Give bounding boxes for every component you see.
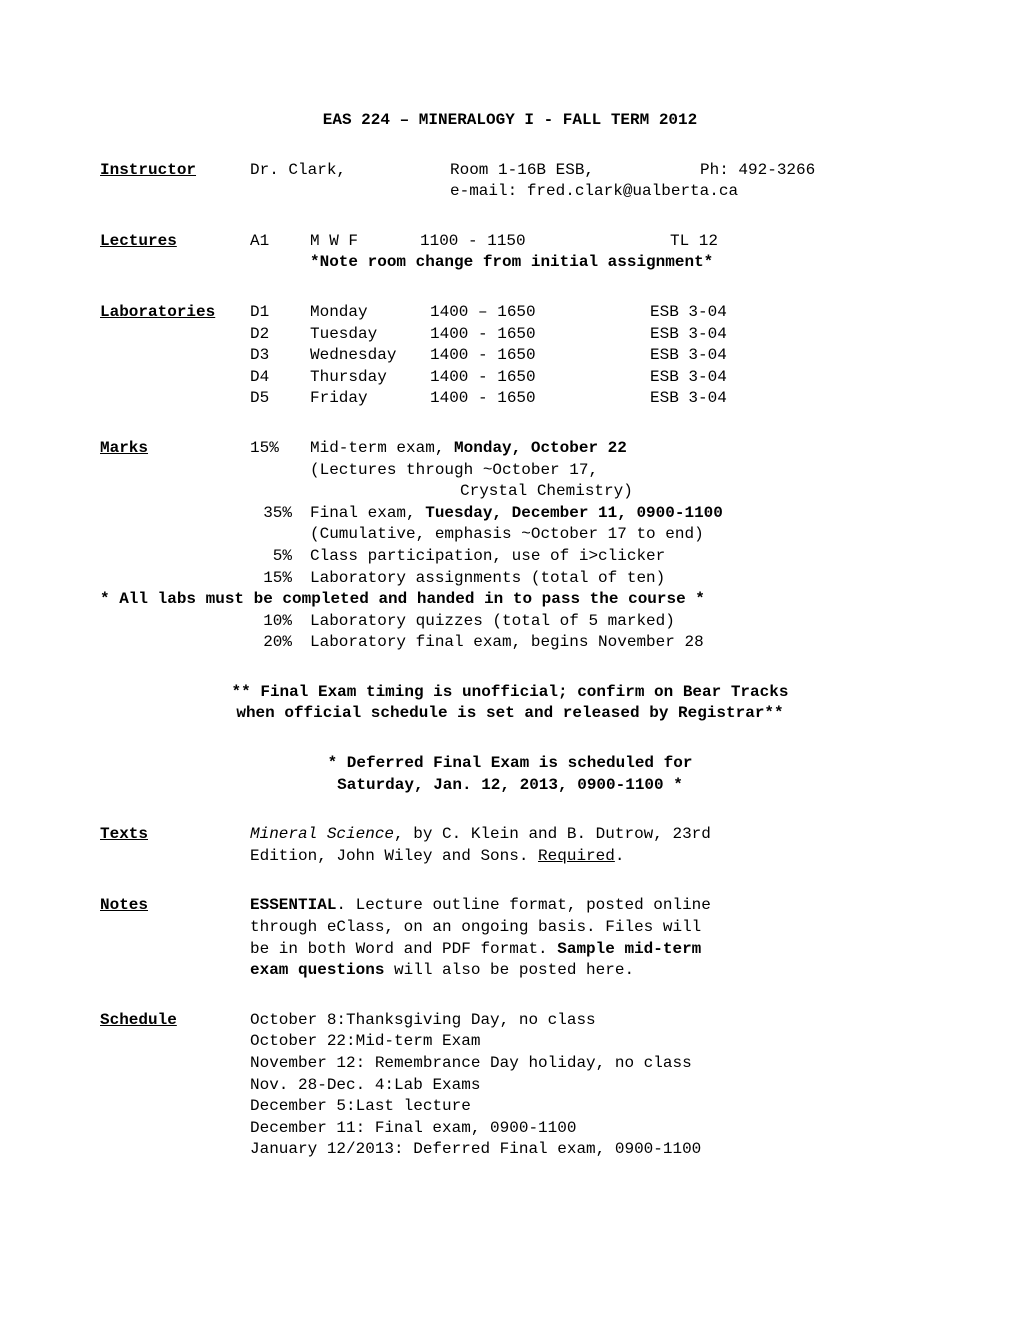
- lab-room: ESB 3-04: [650, 388, 920, 410]
- schedule-row: Nov. 28-Dec. 4:Lab Exams: [250, 1075, 920, 1097]
- lab-sec: D1: [250, 302, 310, 324]
- lectures-room: TL 12: [670, 231, 920, 253]
- schedule-content: October 8:Thanksgiving Day, no class Oct…: [250, 1010, 920, 1161]
- mark-text: Mid-term exam, Monday, October 22: [310, 438, 920, 460]
- deferred-exam-note: * Deferred Final Exam is scheduled for S…: [100, 753, 920, 796]
- mark-item: 35% Final exam, Tuesday, December 11, 09…: [100, 503, 920, 525]
- lab-day: Monday: [310, 302, 430, 324]
- lab-room: ESB 3-04: [650, 345, 920, 367]
- text-title: Mineral Science: [250, 825, 394, 843]
- instructor-phone: Ph: 492-3266: [700, 160, 920, 182]
- instructor-content: Dr. Clark, Room 1-16B ESB, Ph: 492-3266 …: [250, 160, 920, 203]
- lectures-days: M W F: [310, 231, 420, 253]
- instructor-room: Room 1-16B ESB,: [450, 160, 700, 182]
- mark-item: 5% Class participation, use of i>clicker: [100, 546, 920, 568]
- lab-time: 1400 - 1650: [430, 367, 650, 389]
- labs-required-note: * All labs must be completed and handed …: [100, 589, 920, 611]
- texts-label: Texts: [100, 824, 250, 846]
- schedule-label: Schedule: [100, 1010, 250, 1032]
- lab-time: 1400 - 1650: [430, 388, 650, 410]
- lab-room: ESB 3-04: [650, 367, 920, 389]
- lab-day: Thursday: [310, 367, 430, 389]
- mark-text: Laboratory final exam, begins November 2…: [310, 632, 920, 654]
- mark-text: Laboratory quizzes (total of 5 marked): [310, 611, 920, 633]
- final-exam-note: ** Final Exam timing is unofficial; conf…: [100, 682, 920, 725]
- notes-label: Notes: [100, 895, 250, 917]
- mark-item: 20% Laboratory final exam, begins Novemb…: [100, 632, 920, 654]
- mark-subline: (Lectures through ~October 17,: [100, 460, 920, 482]
- marks-section: Marks 15% Mid-term exam, Monday, October…: [100, 438, 920, 654]
- lab-row: D5 Friday 1400 - 1650 ESB 3-04: [100, 388, 920, 410]
- lab-time: 1400 - 1650: [430, 324, 650, 346]
- schedule-row: October 8:Thanksgiving Day, no class: [250, 1010, 920, 1032]
- lectures-content: A1 M W F 1100 - 1150 TL 12: [250, 231, 920, 253]
- lab-sec: D3: [250, 345, 310, 367]
- laboratories-section: Laboratories D1 Monday 1400 – 1650 ESB 3…: [100, 302, 920, 410]
- lectures-label: Lectures: [100, 231, 250, 253]
- lab-sec: D4: [250, 367, 310, 389]
- lab-day: Tuesday: [310, 324, 430, 346]
- lab-row: D3 Wednesday 1400 - 1650 ESB 3-04: [100, 345, 920, 367]
- instructor-label: Instructor: [100, 160, 250, 182]
- page-title: EAS 224 – MINERALOGY I - FALL TERM 2012: [100, 110, 920, 132]
- lab-day: Wednesday: [310, 345, 430, 367]
- lectures-time: 1100 - 1150: [420, 231, 670, 253]
- texts-content: Mineral Science, by C. Klein and B. Dutr…: [250, 824, 920, 867]
- lab-sec: D5: [250, 388, 310, 410]
- lab-day: Friday: [310, 388, 430, 410]
- notes-section: Notes ESSENTIAL. Lecture outline format,…: [100, 895, 920, 981]
- mark-text: Laboratory assignments (total of ten): [310, 568, 920, 590]
- lab-time: 1400 – 1650: [430, 302, 650, 324]
- schedule-row: October 22:Mid-term Exam: [250, 1031, 920, 1053]
- mark-pct: 10%: [100, 611, 310, 633]
- schedule-row: January 12/2013: Deferred Final exam, 09…: [250, 1139, 920, 1161]
- mark-pct: 15%: [100, 568, 310, 590]
- lectures-room-change-note: *Note room change from initial assignmen…: [100, 252, 920, 274]
- mark-text: Final exam, Tuesday, December 11, 0900-1…: [310, 503, 920, 525]
- mark-subline: Crystal Chemistry): [100, 481, 920, 503]
- texts-section: Texts Mineral Science, by C. Klein and B…: [100, 824, 920, 867]
- deferred-line1: * Deferred Final Exam is scheduled for: [100, 753, 920, 775]
- deferred-line2: Saturday, Jan. 12, 2013, 0900-1100 *: [100, 775, 920, 797]
- mark-pct: 20%: [100, 632, 310, 654]
- mark-pct: 5%: [100, 546, 310, 568]
- mark-text: Class participation, use of i>clicker: [310, 546, 920, 568]
- instructor-section: Instructor Dr. Clark, Room 1-16B ESB, Ph…: [100, 160, 920, 203]
- lab-room: ESB 3-04: [650, 324, 920, 346]
- lectures-section-code: A1: [250, 231, 310, 253]
- lab-time: 1400 - 1650: [430, 345, 650, 367]
- syllabus-page: EAS 224 – MINERALOGY I - FALL TERM 2012 …: [0, 0, 1020, 1320]
- mark-item: 15% Laboratory assignments (total of ten…: [100, 568, 920, 590]
- instructor-name: Dr. Clark,: [250, 160, 450, 182]
- laboratories-label: Laboratories: [100, 302, 250, 324]
- lab-row: D1 Monday 1400 – 1650 ESB 3-04: [250, 302, 920, 324]
- schedule-row: December 5:Last lecture: [250, 1096, 920, 1118]
- mark-item: 10% Laboratory quizzes (total of 5 marke…: [100, 611, 920, 633]
- lectures-section: Lectures A1 M W F 1100 - 1150 TL 12 *Not…: [100, 231, 920, 274]
- mark-pct: 35%: [100, 503, 310, 525]
- lab-row: D4 Thursday 1400 - 1650 ESB 3-04: [100, 367, 920, 389]
- schedule-row: November 12: Remembrance Day holiday, no…: [250, 1053, 920, 1075]
- mark-item: 15% Mid-term exam, Monday, October 22: [250, 438, 920, 460]
- final-note-line2: when official schedule is set and releas…: [100, 703, 920, 725]
- lab-sec: D2: [250, 324, 310, 346]
- marks-label: Marks: [100, 438, 250, 460]
- notes-content: ESSENTIAL. Lecture outline format, poste…: [250, 895, 920, 981]
- instructor-email: e-mail: fred.clark@ualberta.ca: [250, 181, 920, 203]
- final-note-line1: ** Final Exam timing is unofficial; conf…: [100, 682, 920, 704]
- schedule-section: Schedule October 8:Thanksgiving Day, no …: [100, 1010, 920, 1161]
- mark-pct: 15%: [250, 438, 310, 460]
- lab-row: D2 Tuesday 1400 - 1650 ESB 3-04: [100, 324, 920, 346]
- mark-subline: (Cumulative, emphasis ~October 17 to end…: [100, 524, 920, 546]
- lab-room: ESB 3-04: [650, 302, 920, 324]
- schedule-row: December 11: Final exam, 0900-1100: [250, 1118, 920, 1140]
